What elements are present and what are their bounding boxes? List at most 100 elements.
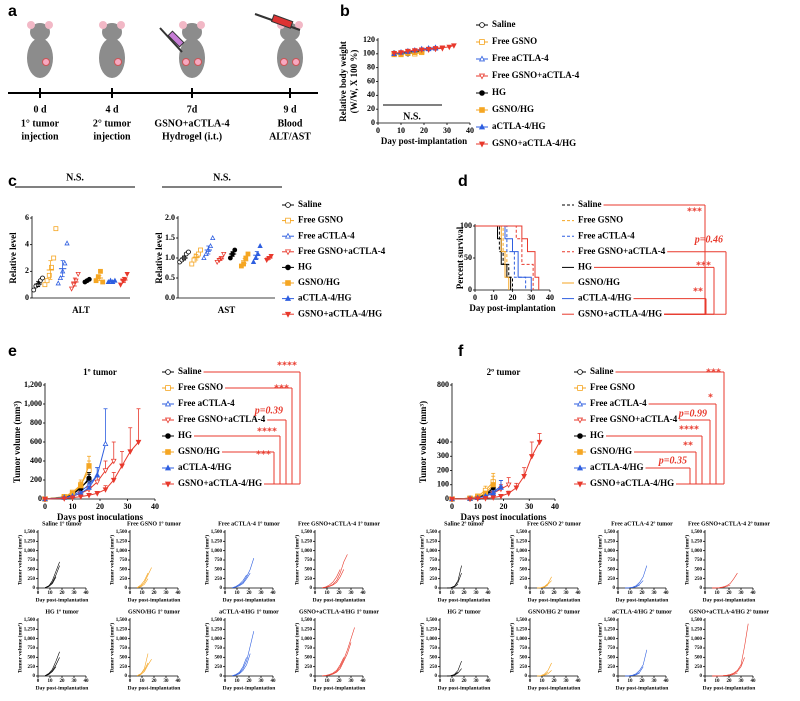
legend-marker	[577, 433, 583, 439]
series-line	[537, 580, 552, 589]
y-tick-label: 1,250	[604, 539, 616, 544]
y-tick-label: 250	[430, 577, 438, 582]
y-tick-label: 120	[363, 35, 375, 44]
chart-title: 1º tumor	[83, 367, 117, 377]
legend-marker	[478, 55, 486, 62]
x-tick-label: 0	[37, 679, 40, 684]
y-tick-label: 1,250	[116, 627, 128, 632]
annotation: N.S.	[66, 172, 84, 183]
marker	[77, 494, 84, 500]
legend-label: Free GSNO	[298, 215, 343, 225]
y-tick-label: 500	[520, 567, 528, 572]
marker	[42, 282, 48, 288]
x-tick-label: 20	[337, 591, 343, 596]
y-tick-label: 0	[220, 586, 223, 591]
y-tick-label: 250	[120, 577, 128, 582]
panel-label: a	[8, 3, 17, 20]
legend-label: aCTLA-4/HG	[178, 462, 232, 472]
legend-marker	[576, 481, 584, 488]
timeline-day: 0 d	[33, 104, 47, 115]
series-line	[322, 569, 341, 589]
y-tick-label: 1,250	[604, 627, 616, 632]
marker	[439, 45, 446, 51]
mouse-ear	[197, 21, 205, 29]
x-axis-label: Day post-implantation	[438, 685, 491, 691]
y-tick-label: 0	[33, 674, 36, 679]
y-tick-label: 2.0	[165, 213, 175, 222]
x-tick-label: 0	[529, 591, 532, 596]
tumor	[194, 58, 202, 66]
marker	[398, 50, 404, 56]
x-tick-label: 0	[376, 126, 380, 135]
marker	[40, 275, 45, 281]
y-tick-label: 1,250	[516, 539, 528, 544]
y-tick-label: 1,500	[426, 530, 438, 535]
legend-label: Saline	[178, 366, 202, 376]
series-line	[322, 569, 345, 589]
x-tick-label: 40	[271, 679, 277, 684]
mouse-body	[99, 38, 125, 78]
annotation: ***	[696, 260, 711, 271]
marker	[405, 48, 411, 55]
x-tick-label: 10	[69, 502, 77, 511]
x-tick-label: 20	[247, 679, 253, 684]
marker	[446, 44, 453, 51]
timeline-event: Hydrogel (i.t.)	[162, 131, 222, 142]
y-tick-label: 250	[520, 577, 528, 582]
legend-label: GSNO+aCTLA-4/HG	[590, 478, 674, 488]
legend-label: Free GSNO+aCTLA-4	[590, 414, 678, 424]
legend-label: GSNO/HG	[578, 277, 620, 287]
series-line	[137, 567, 152, 589]
x-tick-label: 0	[450, 502, 454, 511]
marker	[528, 454, 535, 460]
series-line	[232, 558, 255, 589]
legend-marker	[285, 202, 291, 208]
mouse-ear	[27, 21, 35, 29]
legend-label: Free aCTLA-4	[578, 230, 635, 240]
y-tick-label: 0	[33, 586, 36, 591]
marker	[451, 43, 457, 49]
x-tick-label: 0	[129, 679, 132, 684]
x-tick-label: 20	[152, 679, 158, 684]
x-tick-label: 40	[486, 591, 492, 596]
y-axis-label: Relative level	[154, 232, 164, 284]
marker	[86, 493, 92, 499]
y-tick-label: 200	[30, 475, 42, 484]
x-tick-label: 20	[509, 293, 517, 302]
mouse-head	[182, 23, 202, 41]
y-tick-label: 250	[305, 665, 313, 670]
y-tick-label: 1,000	[24, 399, 42, 408]
x-tick-label: 0	[617, 679, 620, 684]
x-tick-label: 0	[37, 591, 40, 596]
x-tick-label: 30	[652, 591, 658, 596]
legend-label: GSNO+aCTLA-4/HG	[298, 308, 382, 318]
timeline-day: 4 d	[105, 104, 119, 115]
y-tick-label: 1,000	[516, 549, 528, 554]
y-tick-label: 0	[435, 674, 438, 679]
timeline-event: GSNO+aCTLA-4	[154, 118, 229, 129]
marker	[64, 240, 70, 246]
y-tick-label: 1,500	[301, 618, 313, 623]
y-tick-label: 1,000	[24, 637, 36, 642]
y-tick-label: 750	[608, 646, 616, 651]
series-line	[137, 578, 149, 588]
x-tick-label: 30	[527, 293, 535, 302]
x-tick-label: 20	[152, 591, 158, 596]
legend-marker	[164, 481, 172, 488]
y-axis-label: Tumor volume (mm³)	[293, 623, 300, 673]
marker	[57, 274, 64, 281]
legend-label: HG	[298, 261, 312, 271]
y-tick-label: 1,500	[24, 618, 36, 623]
y-tick-label: 750	[695, 558, 703, 563]
x-tick-label: 10	[325, 679, 331, 684]
x-tick-label: 10	[628, 591, 634, 596]
marker	[250, 258, 257, 265]
y-tick-label: 1,000	[211, 637, 223, 642]
y-tick-label: 40	[367, 90, 375, 99]
timeline-event: injection	[93, 131, 131, 142]
y-tick-label: 1,250	[116, 539, 128, 544]
y-tick-label: 20	[367, 104, 375, 113]
y-tick-label: 0	[310, 674, 313, 679]
annotation: N.S.	[403, 111, 421, 122]
annotation: ***	[687, 206, 702, 217]
